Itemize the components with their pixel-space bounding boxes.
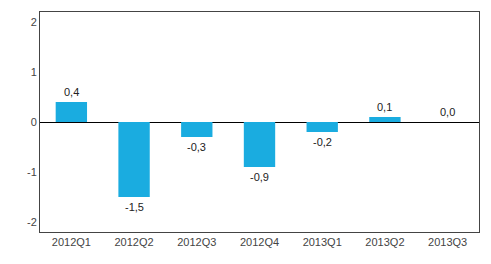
svg-text:2: 2 bbox=[31, 16, 37, 28]
svg-text:2013Q3: 2013Q3 bbox=[428, 236, 467, 248]
svg-text:-1: -1 bbox=[27, 166, 37, 178]
svg-text:2012Q3: 2012Q3 bbox=[177, 236, 216, 248]
svg-text:1: 1 bbox=[31, 66, 37, 78]
svg-text:-2: -2 bbox=[27, 216, 37, 228]
svg-text:-0,2: -0,2 bbox=[313, 136, 332, 148]
svg-text:2012Q1: 2012Q1 bbox=[52, 236, 91, 248]
svg-text:2012Q4: 2012Q4 bbox=[240, 236, 279, 248]
svg-text:-0,9: -0,9 bbox=[250, 171, 269, 183]
svg-text:0,4: 0,4 bbox=[64, 86, 79, 98]
svg-text:2013Q2: 2013Q2 bbox=[365, 236, 404, 248]
svg-text:2012Q2: 2012Q2 bbox=[114, 236, 153, 248]
svg-text:0,0: 0,0 bbox=[440, 106, 455, 118]
svg-text:0: 0 bbox=[31, 116, 37, 128]
svg-text:2013Q1: 2013Q1 bbox=[303, 236, 342, 248]
svg-text:-1,5: -1,5 bbox=[125, 201, 144, 213]
svg-text:-0,3: -0,3 bbox=[187, 141, 206, 153]
svg-text:0,1: 0,1 bbox=[377, 101, 392, 113]
